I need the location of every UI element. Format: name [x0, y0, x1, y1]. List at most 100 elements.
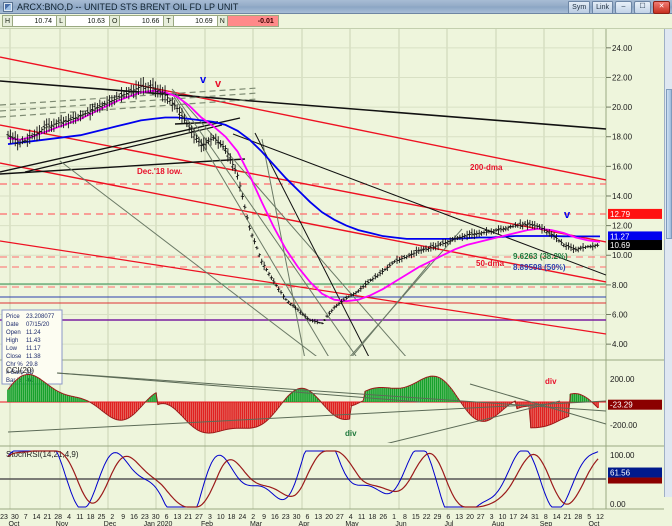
- date-axis-day: 20: [325, 514, 333, 521]
- quote-fields: H 10.74 L 10.63 O 10.66 T 10.69 N -0.01: [2, 15, 279, 27]
- date-axis-day: 4: [67, 514, 71, 521]
- date-axis-day: 5: [587, 514, 591, 521]
- tag-last-text: 10.69: [610, 241, 631, 250]
- price-axis-label: 20.00: [612, 103, 633, 112]
- fan-grey-5: [261, 138, 305, 356]
- data-window-value: 07/15/20: [26, 322, 50, 328]
- quote-value-h: 10.74: [12, 15, 57, 27]
- data-window[interactable]: Price 23.208077 Date 07/15/20 Open 11.24 High 1…: [1, 309, 63, 385]
- date-axis-day: 3: [208, 514, 212, 521]
- tag-ma: [608, 231, 662, 242]
- cci-annotations: div div: [345, 377, 557, 438]
- trendline-black-flat: [0, 158, 246, 175]
- date-axis-day: 8: [544, 514, 548, 521]
- data-window-value: 29.8: [26, 362, 38, 368]
- cci-value-tag-text: -23.29: [610, 401, 633, 410]
- date-axis-day: 25: [98, 514, 106, 521]
- date-axis: 23 30 7 14 21 28 4 11 18 25 2 9 16 23 30 6 13 21 27 3 10 18 24…: [0, 514, 604, 526]
- date-axis-day: 30: [152, 514, 160, 521]
- stochrsi-value-tag: [608, 467, 662, 478]
- date-axis-day: 27: [195, 514, 203, 521]
- chart-canvas[interactable]: Dec.'18 low. 200-dma 50-dma 9.6263 (38.2%) 8…: [0, 29, 672, 526]
- date-axis-day: 18: [228, 514, 236, 521]
- annotation-50dma: 50-dma: [476, 259, 505, 268]
- data-window-value: -61: [26, 378, 35, 384]
- trendline-red-1: [0, 56, 606, 181]
- quote-value-o: 10.66: [119, 15, 164, 27]
- annotation-cci-div-high: div: [545, 377, 557, 386]
- sym-button[interactable]: Sym: [568, 0, 591, 14]
- trendline-black-rising: [0, 117, 241, 173]
- price-axis-label: 16.00: [612, 162, 633, 171]
- date-axis-month: Nov: [56, 521, 69, 526]
- date-axis-month: Oct: [9, 521, 20, 526]
- date-axis-day: 27: [477, 514, 485, 521]
- price-horizontal-gridlines: [0, 47, 606, 345]
- stochrsi-k-line: [7, 450, 599, 508]
- link-button[interactable]: Link: [592, 0, 613, 14]
- marker-v-red-1: v: [215, 78, 222, 90]
- date-axis-day: 21: [184, 514, 192, 521]
- panel-separators: [0, 29, 664, 510]
- stochrsi-value-tag-text: 61.56: [610, 469, 631, 478]
- date-axis-month: Jan 2020: [144, 521, 173, 526]
- date-axis-day: 13: [173, 514, 181, 521]
- minimize-button[interactable]: –: [615, 0, 632, 14]
- date-axis-day: 28: [574, 514, 582, 521]
- annotation-200dma: 200-dma: [470, 163, 503, 172]
- date-axis-day: 30: [293, 514, 301, 521]
- maximize-button[interactable]: ☐: [634, 0, 651, 14]
- date-axis-month: Mar: [250, 521, 263, 526]
- date-axis-day: 16: [271, 514, 279, 521]
- date-axis-month: Aug: [492, 521, 505, 526]
- cci-axis-label: -200.00: [610, 421, 638, 430]
- cci-trendline-lower: [7, 400, 606, 433]
- price-axis-label: 14.00: [612, 192, 633, 201]
- date-axis-day: 14: [33, 514, 41, 521]
- data-window-value: 11.17: [26, 346, 41, 352]
- quote-key-h: H: [2, 15, 13, 27]
- date-axis-month: Dec: [104, 521, 117, 526]
- date-axis-day: 11: [76, 514, 83, 521]
- date-axis-day: 7: [24, 514, 28, 521]
- data-window-value: 11.24: [26, 330, 41, 336]
- stochrsi-axis-label: 0.00: [610, 500, 626, 509]
- scrollbar-thumb[interactable]: [666, 89, 672, 239]
- quote-value-t: 10.69: [172, 15, 217, 27]
- price-annotations: Dec.'18 low. 200-dma 50-dma 9.6263 (38.2%) 8…: [137, 74, 571, 272]
- date-axis-month: Jul: [445, 521, 454, 526]
- annotation-dec18-low: Dec.'18 low.: [137, 167, 182, 176]
- date-axis-day: 31: [531, 514, 539, 521]
- cci-axis-label: 200.00: [610, 375, 635, 384]
- date-axis-day: 17: [509, 514, 517, 521]
- close-button[interactable]: ✕: [653, 0, 670, 14]
- date-axis-day: 20: [466, 514, 474, 521]
- data-window-label: Date: [6, 322, 19, 328]
- trendline-red-4: [0, 240, 606, 335]
- date-axis-month: Oct: [589, 521, 600, 526]
- quote-key-o: O: [108, 15, 120, 27]
- marker-v-blue-1: v: [200, 74, 207, 86]
- chart-area[interactable]: Dec.'18 low. 200-dma 50-dma 9.6263 (38.2%) 8…: [0, 29, 672, 526]
- date-axis-day: 18: [87, 514, 95, 521]
- date-axis-day: 26: [379, 514, 387, 521]
- window-controls: Sym Link – ☐ ✕: [568, 0, 670, 14]
- data-window-label: Price: [6, 314, 20, 320]
- trendline-red-2: [0, 124, 606, 243]
- cci-panel-title: CCI(20): [6, 366, 34, 375]
- quote-value-l: 10.63: [64, 15, 109, 27]
- quote-key-n: N: [216, 15, 227, 27]
- date-axis-day: 28: [54, 514, 62, 521]
- price-axis-label: 12.00: [612, 222, 633, 231]
- price-axis-label: 22.00: [612, 73, 633, 82]
- date-axis-day: 15: [412, 514, 420, 521]
- date-axis-day: 14: [553, 514, 561, 521]
- fan-dashed-3: [0, 98, 259, 118]
- date-axis-day: 9: [121, 514, 125, 521]
- quote-bar: H 10.74 L 10.63 O 10.66 T 10.69 N -0.01: [0, 14, 672, 29]
- data-window-label: High: [6, 338, 18, 344]
- vertical-scrollbar[interactable]: [664, 29, 672, 497]
- fan-dashed-1: [0, 87, 259, 106]
- data-window-label: Bar Ix: [6, 378, 22, 384]
